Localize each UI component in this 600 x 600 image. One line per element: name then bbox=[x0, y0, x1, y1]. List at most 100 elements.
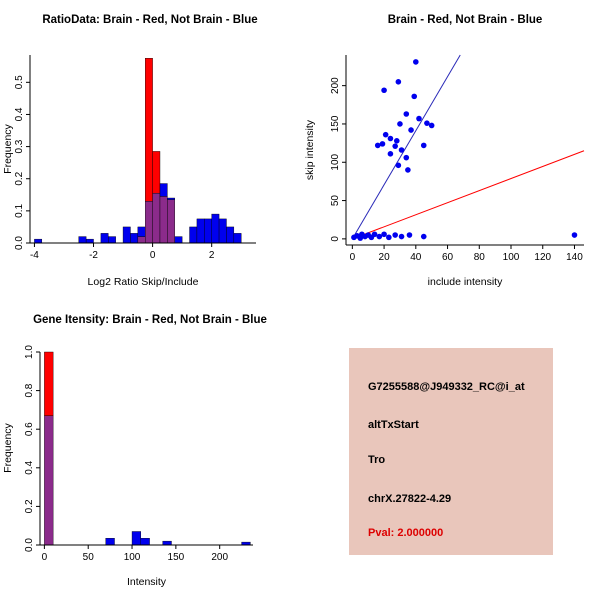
brain-trend-line bbox=[351, 54, 461, 240]
y-tick-label: 1.0 bbox=[24, 345, 35, 359]
x-tick-label: 100 bbox=[503, 252, 520, 263]
hist-bar bbox=[44, 351, 54, 416]
probe-id-text: G7255588@J949332_RC@i_at bbox=[368, 381, 525, 393]
y-tick-label: 150 bbox=[330, 115, 341, 132]
scatter-chart-title: Brain - Red, Not Brain - Blue bbox=[387, 14, 543, 26]
ratio-x-axis-title: Log2 Ratio Skip/Include bbox=[87, 276, 199, 288]
x-tick-label: 80 bbox=[474, 252, 486, 263]
x-tick-label: 2 bbox=[209, 250, 215, 261]
ratio-histogram-plot: -4 -2 0 2 0.0 0.1 0.2 0.3 0.4 0.5 bbox=[14, 55, 256, 261]
x-tick-label: 200 bbox=[211, 552, 228, 563]
ratio-chart-title: RatioData: Brain - Red, Not Brain - Blue bbox=[42, 14, 258, 26]
scatter-point bbox=[406, 232, 413, 238]
x-tick-label: 0 bbox=[150, 250, 156, 261]
scatter-point bbox=[392, 143, 398, 149]
x-tick-label: 150 bbox=[168, 552, 185, 563]
hist-bar bbox=[189, 226, 198, 244]
scatter-point bbox=[420, 233, 427, 240]
x-tick-label: 100 bbox=[124, 552, 141, 563]
gene-symbol-text: Tro bbox=[368, 454, 386, 466]
hist-bar bbox=[174, 236, 183, 244]
scatter-point bbox=[408, 127, 414, 133]
hist-bar bbox=[137, 236, 146, 244]
x-tick-label: 120 bbox=[534, 252, 551, 263]
scatter-point bbox=[395, 79, 402, 85]
gene-intensity-histogram-panel: 0 50 100 150 200 0.0 0.2 0.4 0.6 0.8 1.0 Gene Iten… bbox=[0, 300, 300, 600]
scatter-point bbox=[379, 141, 386, 147]
hist-bar bbox=[152, 192, 161, 244]
hist-bar bbox=[100, 233, 109, 244]
x-tick-label: -2 bbox=[89, 250, 98, 261]
scatter-x-axis-title: include intensity bbox=[427, 276, 503, 288]
scatter-point bbox=[413, 59, 419, 65]
gene-y-axis-title: Frequency bbox=[2, 423, 14, 473]
gene-intensity-histogram-plot: 0 50 100 150 200 0.0 0.2 0.4 0.6 0.8 1.0 bbox=[24, 345, 253, 563]
y-tick-label: 0 bbox=[330, 236, 341, 242]
scatter-point bbox=[386, 234, 392, 241]
hist-bar bbox=[44, 415, 54, 546]
hist-bar bbox=[78, 236, 87, 244]
scatter-point bbox=[416, 115, 422, 122]
x-tick-label: 140 bbox=[566, 252, 583, 263]
x-tick-label: 0 bbox=[42, 552, 48, 563]
x-tick-label: 40 bbox=[410, 252, 422, 263]
hist-bar bbox=[167, 197, 175, 200]
hist-bar bbox=[85, 238, 94, 244]
hist-bar bbox=[211, 213, 220, 244]
hist-bar bbox=[108, 236, 116, 244]
gene-chart-title: Gene Itensity: Brain - Red, Not Brain - … bbox=[33, 314, 267, 326]
hist-bar bbox=[159, 196, 168, 244]
x-tick-label: -4 bbox=[30, 250, 39, 261]
not-brain-trend-line bbox=[352, 150, 585, 240]
y-tick-label: 0.8 bbox=[24, 383, 35, 397]
hist-bar bbox=[137, 226, 146, 237]
scatter-point bbox=[411, 93, 418, 100]
pvalue-text: Pval: 2.000000 bbox=[368, 527, 444, 539]
hist-bar bbox=[131, 531, 142, 546]
hist-bar bbox=[233, 233, 242, 244]
scatter-point bbox=[376, 233, 383, 240]
info-panel: G7255588@J949332_RC@i_at altTxStart Tro … bbox=[300, 300, 600, 600]
y-tick-label: 200 bbox=[330, 77, 341, 94]
y-tick-label: 0.2 bbox=[14, 171, 25, 185]
x-tick-label: 20 bbox=[379, 252, 391, 263]
hist-bar bbox=[159, 183, 168, 197]
splice-event-type-text: altTxStart bbox=[368, 419, 419, 431]
y-tick-label: 0.4 bbox=[24, 460, 35, 474]
x-tick-label: 60 bbox=[442, 252, 454, 263]
hist-bar bbox=[226, 226, 235, 244]
x-tick-label: 0 bbox=[350, 252, 356, 263]
y-tick-label: 0.0 bbox=[14, 236, 25, 250]
hist-bar bbox=[196, 218, 205, 244]
scatter-y-axis-title: skip intensity bbox=[304, 119, 316, 181]
hist-bar bbox=[34, 238, 43, 244]
hist-bar bbox=[145, 201, 153, 244]
y-tick-label: 0.1 bbox=[14, 203, 25, 217]
scatter-point bbox=[424, 120, 430, 126]
x-tick-label: 50 bbox=[83, 552, 95, 563]
hist-bar bbox=[162, 540, 172, 546]
ratio-y-axis-title: Frequency bbox=[2, 124, 14, 174]
scatter-point bbox=[403, 111, 410, 117]
hist-bar bbox=[152, 151, 161, 194]
chromosome-location-text: chrX.27822-4.29 bbox=[368, 493, 452, 505]
hist-bar bbox=[105, 538, 115, 546]
y-tick-label: 0.2 bbox=[24, 499, 35, 513]
scatter-point bbox=[371, 231, 378, 238]
scatter-point bbox=[571, 232, 578, 238]
scatter-point bbox=[428, 122, 435, 129]
scatter-point bbox=[381, 231, 387, 238]
y-tick-label: 50 bbox=[330, 195, 341, 207]
y-tick-label: 0.0 bbox=[24, 538, 35, 552]
scatter-point bbox=[382, 131, 389, 138]
scatter-point bbox=[420, 142, 427, 149]
scatter-point bbox=[405, 167, 411, 173]
scatter-point bbox=[397, 121, 403, 127]
intensity-scatter-panel: 0 20 40 60 80 100 120 140 0 50 100 150 200 Brain - R… bbox=[300, 0, 600, 300]
hist-bar bbox=[122, 226, 131, 244]
intensity-scatter-plot: 0 20 40 60 80 100 120 140 0 50 100 150 200 bbox=[330, 54, 585, 263]
scatter-point bbox=[403, 154, 410, 161]
y-tick-label: 100 bbox=[330, 153, 341, 170]
scatter-point bbox=[374, 142, 381, 149]
